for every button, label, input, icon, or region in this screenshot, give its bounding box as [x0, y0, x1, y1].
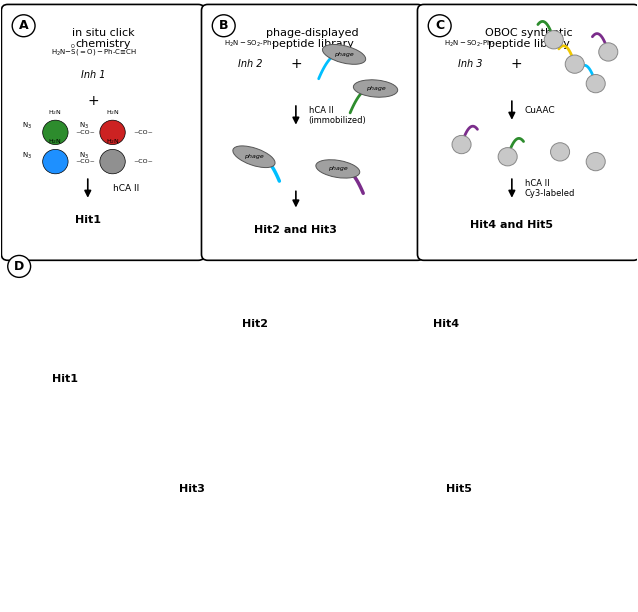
Text: $\mathsf{H_2N-SO_2}$-Ph-: $\mathsf{H_2N-SO_2}$-Ph- — [444, 39, 496, 49]
Circle shape — [12, 15, 35, 37]
Circle shape — [598, 43, 618, 61]
FancyBboxPatch shape — [417, 4, 638, 260]
Text: ~CO~: ~CO~ — [133, 130, 152, 135]
Text: C: C — [435, 19, 444, 32]
Circle shape — [551, 143, 570, 161]
Text: $\mathsf{H_2N-SO_2}$-Ph-: $\mathsf{H_2N-SO_2}$-Ph- — [224, 39, 276, 49]
Text: Inh 2: Inh 2 — [237, 59, 262, 69]
Text: Hit2 and Hit3: Hit2 and Hit3 — [255, 225, 338, 235]
Circle shape — [8, 255, 31, 277]
Circle shape — [100, 120, 125, 144]
Ellipse shape — [233, 146, 275, 168]
Text: $\mathsf{N_3}$: $\mathsf{N_3}$ — [22, 151, 32, 160]
Text: hCA II
Cy3-labeled: hCA II Cy3-labeled — [524, 179, 575, 198]
Text: Hit4: Hit4 — [433, 319, 459, 329]
Circle shape — [586, 152, 605, 171]
Circle shape — [565, 55, 584, 73]
Text: phage: phage — [334, 52, 354, 57]
Text: Hit1: Hit1 — [52, 374, 78, 384]
Text: hCA II: hCA II — [112, 184, 139, 193]
Text: Inh 1: Inh 1 — [81, 70, 106, 80]
FancyBboxPatch shape — [1, 4, 205, 260]
Text: +: + — [87, 94, 100, 108]
Text: +: + — [510, 57, 522, 71]
Circle shape — [100, 149, 125, 174]
Text: Hit2: Hit2 — [242, 319, 269, 329]
Text: phage: phage — [366, 86, 385, 91]
Text: phage: phage — [328, 166, 348, 171]
Text: A: A — [19, 19, 29, 32]
FancyBboxPatch shape — [202, 4, 424, 260]
Circle shape — [43, 149, 68, 174]
Text: $\mathsf{N_3}$: $\mathsf{N_3}$ — [79, 121, 89, 132]
Circle shape — [43, 120, 68, 144]
Text: Inh 3: Inh 3 — [457, 59, 482, 69]
Ellipse shape — [353, 80, 397, 97]
Circle shape — [212, 15, 235, 37]
Text: Hit3: Hit3 — [179, 483, 205, 494]
Circle shape — [452, 135, 471, 154]
Text: $\mathsf{H_2N}$: $\mathsf{H_2N}$ — [106, 108, 119, 117]
Text: ~CO~: ~CO~ — [133, 159, 152, 164]
Text: Hit4 and Hit5: Hit4 and Hit5 — [470, 220, 553, 230]
Text: B: B — [219, 19, 228, 32]
Text: CuAAC: CuAAC — [524, 106, 555, 115]
Circle shape — [428, 15, 451, 37]
Text: Hit1: Hit1 — [75, 215, 101, 225]
Text: ~CO~: ~CO~ — [76, 130, 96, 135]
Text: $\mathsf{H_2N}$$\mathsf{-\overset{O}{S}(=O)-}$Ph-C≡CH: $\mathsf{H_2N}$$\mathsf{-\overset{O}{S}(… — [50, 42, 137, 58]
Text: phage: phage — [244, 154, 264, 159]
Ellipse shape — [322, 45, 366, 64]
Text: $\mathsf{N_3}$: $\mathsf{N_3}$ — [22, 121, 32, 132]
Circle shape — [498, 147, 517, 166]
Circle shape — [586, 75, 605, 93]
Text: $\mathsf{N_3}$: $\mathsf{N_3}$ — [79, 151, 89, 160]
Text: +: + — [290, 57, 302, 71]
Text: hCA II
(immobilized): hCA II (immobilized) — [309, 106, 366, 125]
Text: ~CO~: ~CO~ — [76, 159, 96, 164]
Text: OBOC synthetic
peptide library: OBOC synthetic peptide library — [485, 28, 572, 49]
Circle shape — [544, 31, 563, 49]
Text: $\mathsf{H_2N}$: $\mathsf{H_2N}$ — [106, 138, 119, 146]
Text: $\mathsf{H_2N}$: $\mathsf{H_2N}$ — [48, 138, 63, 146]
Text: $\mathsf{H_2N}$: $\mathsf{H_2N}$ — [48, 108, 63, 117]
Text: in situ click
chemistry: in situ click chemistry — [71, 28, 135, 49]
Text: phage-displayed
peptide library: phage-displayed peptide library — [266, 28, 359, 49]
Text: Hit5: Hit5 — [446, 483, 471, 494]
Text: D: D — [14, 260, 24, 273]
Ellipse shape — [316, 160, 360, 178]
